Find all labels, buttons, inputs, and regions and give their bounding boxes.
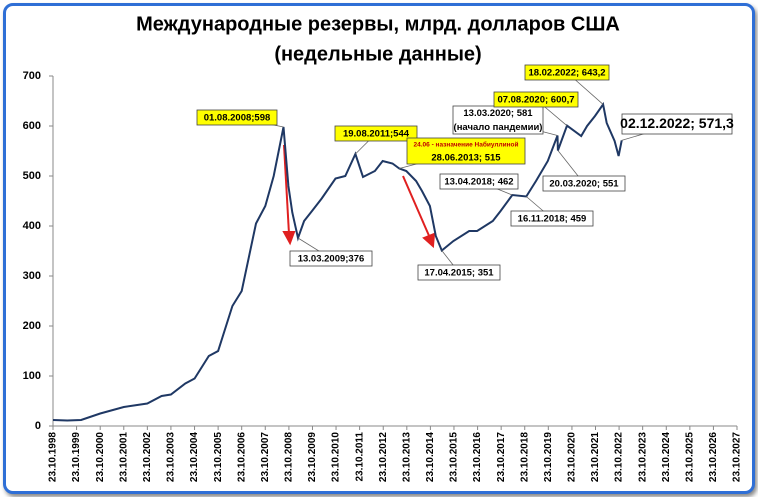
x-tick-label: 23.10.2024: [661, 432, 672, 482]
annotation-box: [196, 109, 278, 126]
annotation-text: 28.06.2013; 515: [431, 153, 501, 164]
y-tick-label: 100: [23, 370, 41, 382]
x-tick-label: 23.10.2003: [166, 432, 177, 482]
annotation-text: 02.12.2022; 571,3: [620, 115, 734, 131]
x-tick-label: 23.10.2000: [95, 432, 106, 482]
x-tick-label: 23.10.2020: [567, 432, 578, 482]
annotation-text: 17.04.2015; 351: [424, 268, 494, 279]
x-tick-label: 23.10.2025: [684, 432, 695, 482]
x-tick-label: 23.10.2015: [449, 432, 460, 482]
x-tick-label: 23.10.2023: [637, 432, 648, 482]
chart-title: Международные резервы, млрд. долларов СШ…: [136, 13, 620, 35]
annotation-text: 24.06 - назначение Набиуллиной: [414, 141, 519, 149]
annotation-text: 20.03.2020; 551: [549, 179, 619, 190]
y-tick-label: 300: [23, 270, 41, 282]
x-tick-label: 23.10.1999: [71, 432, 82, 482]
x-tick-label: 23.10.2004: [189, 432, 200, 482]
x-tick-label: 23.10.2010: [331, 432, 342, 482]
x-tick-label: 23.10.2019: [543, 432, 554, 482]
annotation-box: [493, 91, 579, 108]
x-tick-label: 23.10.2002: [142, 432, 153, 482]
x-tick-label: 23.10.2011: [354, 432, 365, 482]
arrow: [402, 175, 431, 239]
x-tick-label: 23.10.2013: [401, 432, 412, 482]
annotation-box: [289, 250, 373, 267]
annotation-box: [524, 64, 610, 81]
annotation-box: [542, 175, 626, 192]
annotation-box: [406, 137, 526, 165]
annotation-box: [334, 125, 418, 142]
annotation-text: 13.03.2009;376: [298, 254, 365, 265]
x-tick-label: 23.10.2007: [260, 432, 271, 482]
y-tick-label: 500: [23, 170, 41, 182]
x-tick-label: 23.10.2001: [118, 432, 129, 482]
x-tick-label: 23.10.2006: [236, 432, 247, 482]
chart-subtitle: (недельные данные): [274, 43, 481, 65]
arrows: [282, 144, 436, 249]
x-tick-label: 23.10.2027: [732, 432, 743, 482]
annotation-text: 07.08.2020; 600,7: [497, 95, 574, 106]
arrow-head: [282, 231, 296, 246]
annotation-box: [510, 210, 594, 227]
annotation-box: [452, 105, 544, 135]
x-tick-label: 23.10.2018: [519, 432, 530, 482]
annotation-text: 13.04.2018; 462: [444, 177, 513, 188]
x-tick-label: 23.10.2005: [213, 432, 224, 482]
y-tick-label: 400: [23, 220, 41, 232]
annotation-text: 16.11.2018; 459: [518, 214, 587, 225]
annotation-text: 19.08.2011;544: [343, 129, 410, 140]
arrow-head: [422, 232, 436, 249]
x-tick-label: 23.10.1998: [48, 432, 59, 482]
annotation-text: (начало пандемии): [454, 122, 543, 133]
y-tick-label: 0: [35, 420, 41, 432]
x-tick-label: 23.10.2009: [307, 432, 318, 482]
annotation-box: [417, 264, 501, 281]
x-tick-label: 23.10.2026: [708, 432, 719, 482]
annotation-text: 13.03.2020; 581: [463, 108, 533, 119]
x-tick-label: 23.10.2022: [614, 432, 625, 482]
x-tick-label: 23.10.2012: [378, 432, 389, 482]
annotation-text: 01.08.2008;598: [204, 113, 271, 124]
y-tick-label: 700: [23, 70, 41, 82]
x-tick-label: 23.10.2017: [496, 432, 507, 482]
arrow: [283, 144, 290, 235]
y-tick-label: 200: [23, 320, 41, 332]
x-tick-label: 23.10.2021: [590, 432, 601, 482]
annotation-box: [439, 173, 519, 190]
x-tick-label: 23.10.2014: [425, 432, 436, 482]
annotation-text: 18.02.2022; 643,2: [528, 68, 605, 79]
frame: [3, 3, 755, 494]
data-line: [52, 101, 623, 422]
x-tick-label: 23.10.2008: [284, 432, 295, 482]
x-tick-label: 23.10.2016: [472, 432, 483, 482]
y-tick-label: 600: [23, 120, 41, 132]
annotation-box: [621, 113, 733, 135]
